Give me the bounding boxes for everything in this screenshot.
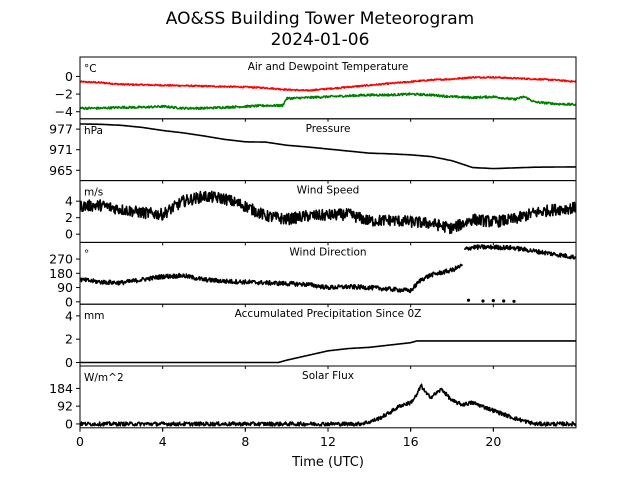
precip-title: Accumulated Precipitation Since 0Z	[235, 308, 422, 320]
x-axis: 0 4 8 12 16 20	[76, 427, 501, 449]
temperature-title: Air and Dewpoint Temperature	[248, 61, 409, 73]
xaxis-tick-label-2: 8	[241, 434, 249, 449]
solar-series-0	[80, 383, 576, 427]
wind_speed-ytick-label-2: 0	[65, 227, 73, 242]
temperature-unit: °C	[84, 63, 97, 75]
wind_speed-series-0	[80, 190, 576, 235]
x-axis-label: Time (UTC)	[291, 455, 364, 470]
pressure-title: Pressure	[306, 123, 351, 135]
wind_direction-series-0	[80, 263, 464, 294]
pressure-ytick-label-1: 971	[49, 142, 73, 157]
temperature-series-0	[80, 75, 576, 92]
wind_direction-ytick-label-2: 90	[57, 280, 73, 295]
precip-ytick-label-2: 0	[65, 355, 73, 370]
chart-title: AO&SS Building Tower Meteorogram	[166, 9, 474, 29]
solar-ytick-label-2: 0	[65, 416, 73, 431]
temperature-ytick-label-1: −2	[55, 87, 73, 102]
pressure-ytick-label-2: 965	[49, 163, 73, 178]
wind_direction-series-2-point-1	[481, 299, 485, 303]
xaxis-tick-label-5: 20	[485, 434, 501, 449]
temperature-ytick-label-0: 0	[65, 69, 73, 84]
panel-wind_speed: 42 0 m/s Wind Speed	[65, 180, 577, 246]
temperature-series-1	[80, 92, 576, 111]
panel-temperature: 0 −2 −4 °C Air and Dewpoint Temperature	[55, 56, 577, 122]
precip-ytick-label-1: 2	[65, 332, 73, 347]
precip-unit: mm	[84, 310, 104, 322]
xaxis-tick-label-0: 0	[76, 434, 84, 449]
precip-series-0	[80, 340, 576, 364]
temperature-ytick-label-2: −4	[55, 104, 73, 119]
solar-ytick-label-1: 92	[57, 399, 73, 414]
wind_direction-unit: °	[84, 248, 89, 260]
pressure-series-0	[80, 123, 576, 170]
wind_speed-title: Wind Speed	[297, 185, 360, 197]
wind_direction-series-1	[463, 244, 576, 260]
panels-group: 0−2−4°C Air and Dewpoint Temperature97797…	[49, 56, 577, 431]
xaxis-tick-label-4: 16	[403, 434, 419, 449]
wind_direction-ytick-label-0: 270	[49, 252, 73, 267]
wind_direction-series-2-point-4	[512, 299, 516, 303]
wind_speed-ytick-label-1: 2	[65, 210, 73, 225]
panel-pressure: 977 971 965 hPa Pressure	[49, 118, 577, 184]
panel-precip: 4 2 0 mm Accumulated Precipitation Since 0Z	[65, 303, 577, 370]
panel-solar: 184 92 0 W/m^2 Solar Flux	[49, 365, 577, 431]
xaxis-tick-label-1: 4	[159, 434, 167, 449]
wind_speed-unit: m/s	[84, 187, 103, 199]
precip-ytick-label-0: 4	[65, 308, 73, 323]
solar-unit: W/m^2	[84, 372, 124, 384]
wind_direction-series-2-point-2	[491, 299, 495, 303]
wind_direction-title: Wind Direction	[289, 246, 366, 258]
pressure-unit: hPa	[84, 125, 103, 137]
wind_speed-ytick-label-0: 4	[65, 194, 73, 209]
chart-subtitle: 2024-01-06	[271, 30, 370, 50]
xaxis-tick-label-3: 12	[320, 434, 336, 449]
wind_direction-series-2-point-0	[466, 298, 471, 302]
wind_direction-ytick-label-1: 180	[49, 266, 73, 281]
solar-ytick-label-0: 184	[49, 381, 73, 396]
wind_direction-ytick-label-3: 0	[65, 294, 73, 309]
pressure-ytick-label-0: 977	[49, 122, 73, 137]
solar-title: Solar Flux	[302, 370, 354, 382]
wind_direction-series-2-point-3	[502, 299, 506, 303]
